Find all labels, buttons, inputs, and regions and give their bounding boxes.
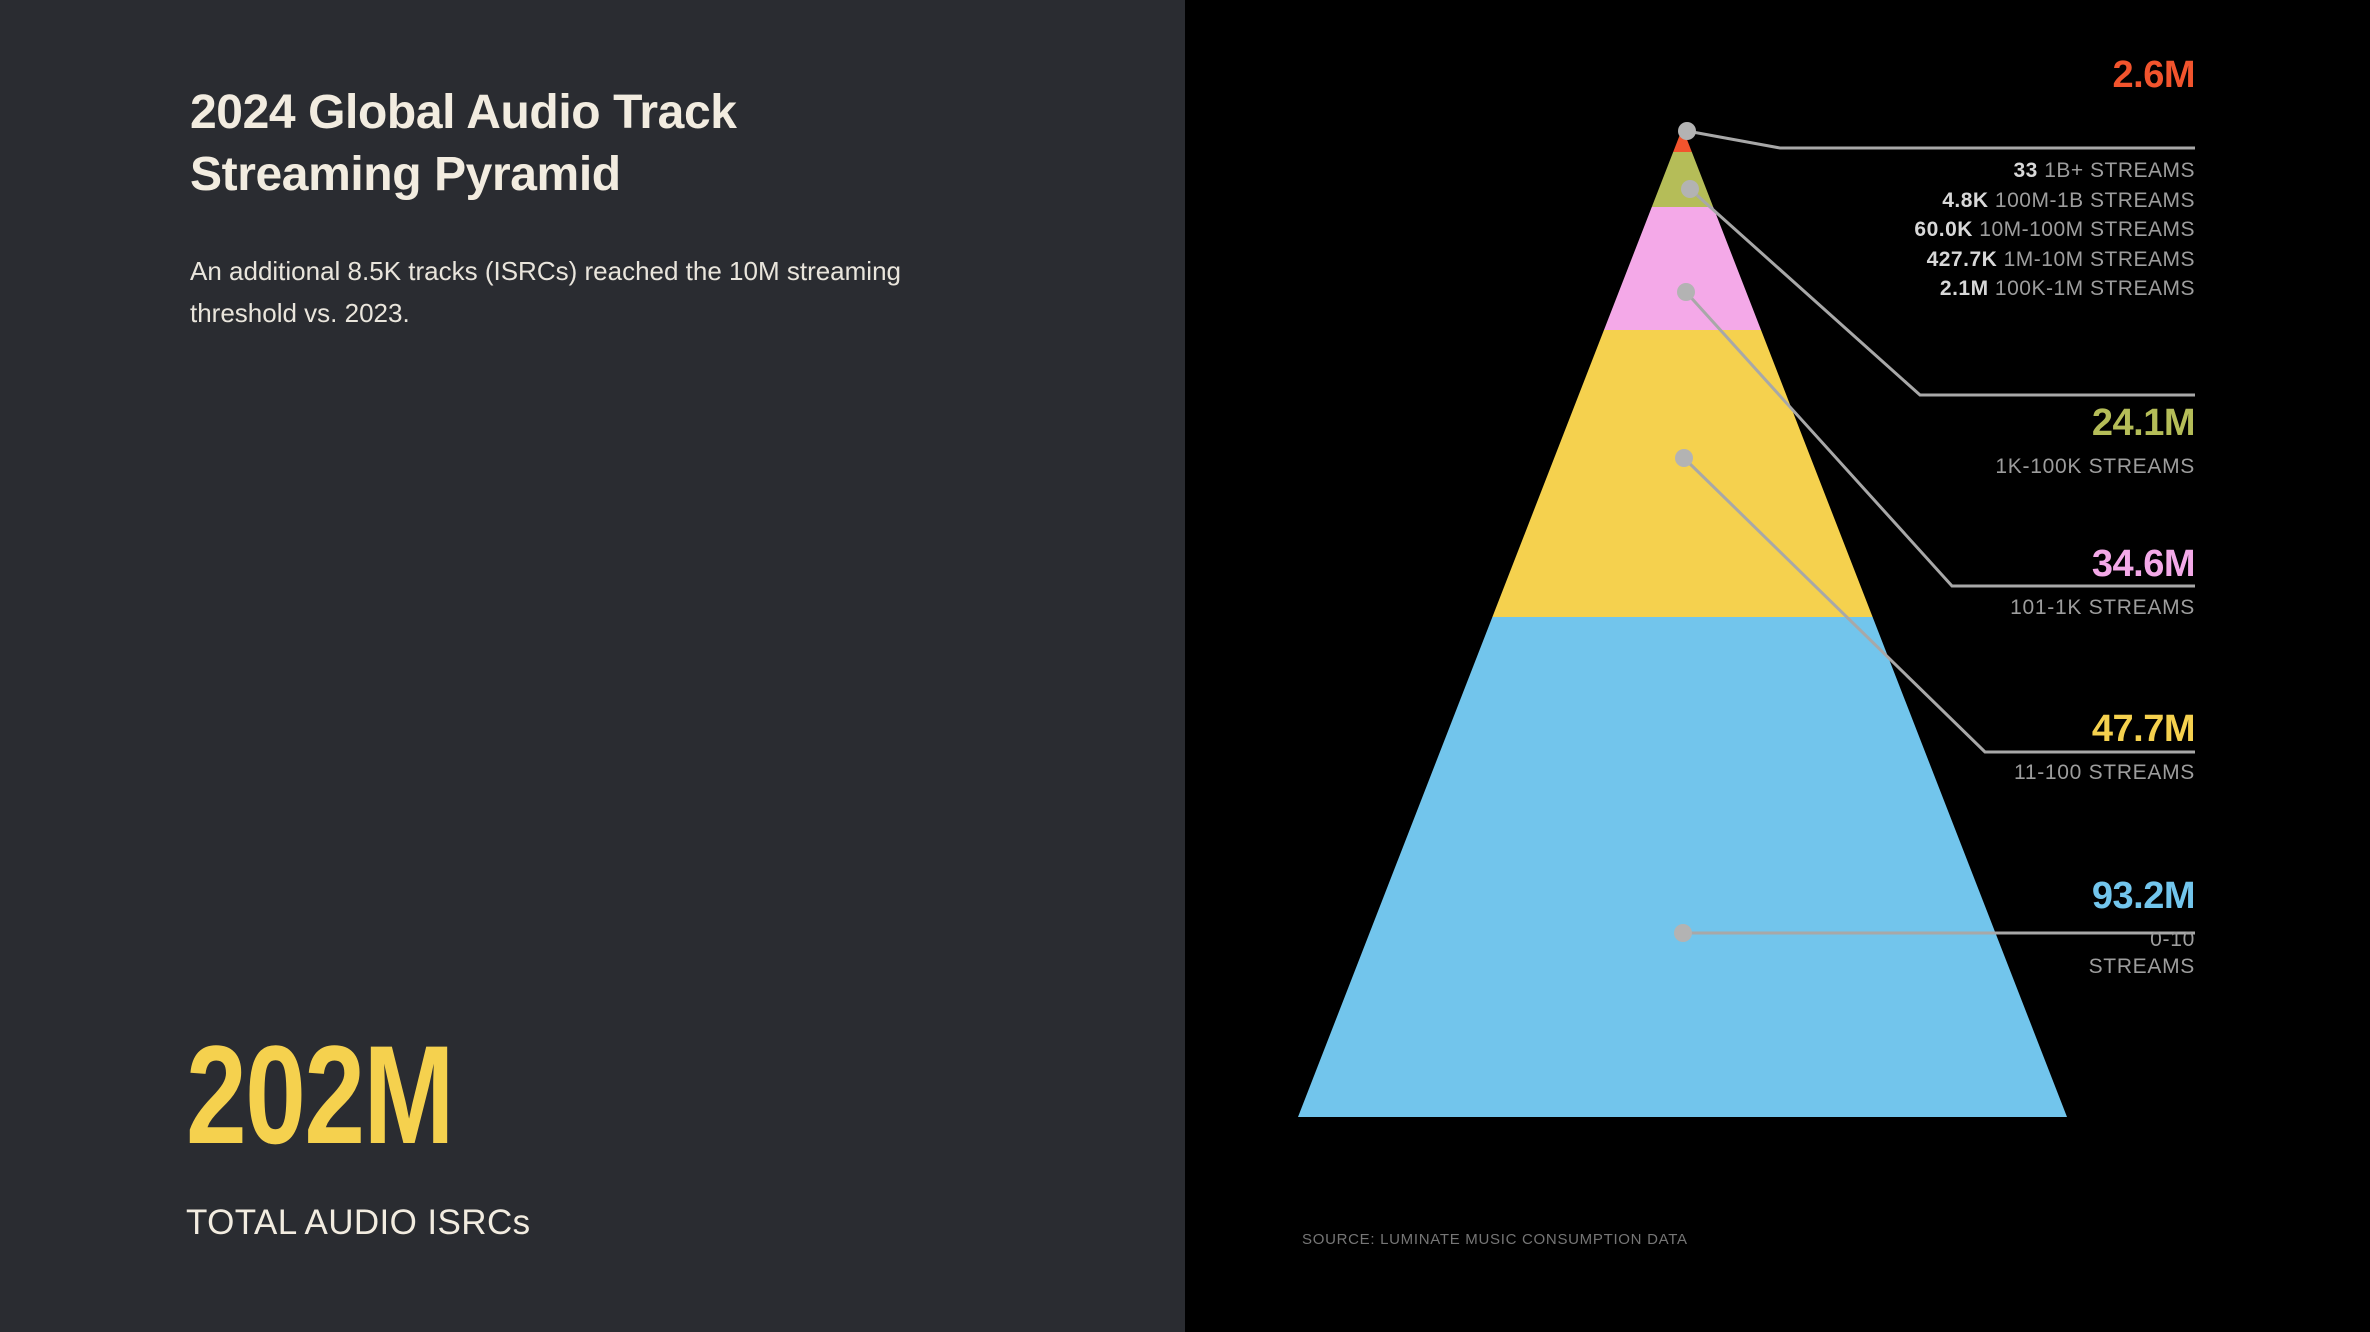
annotation-range: 1K-100K STREAMS — [1995, 455, 2195, 478]
annotation-93-2m: 93.2M 0-10 STREAMS — [1575, 875, 2196, 981]
leader-line — [1686, 129, 2195, 150]
leader-dot — [1677, 283, 1695, 301]
pyramid-bands — [1298, 128, 2067, 1117]
page-title: 2024 Global Audio Track Streaming Pyrami… — [190, 86, 737, 202]
total-stat-value: 202M — [186, 1016, 454, 1173]
breakdown-row: 2.1M 100K-1M STREAMS — [1914, 274, 2195, 304]
source-credit: SOURCE: LUMINATE MUSIC CONSUMPTION DATA — [1302, 1231, 1688, 1248]
annotation-34-6m: 34.6M 101-1K STREAMS — [1575, 545, 2195, 622]
annotation-2-6m: 2.6M — [1575, 54, 2196, 96]
annotation-range: 0-10 STREAMS — [2088, 928, 2195, 978]
annotation-range: 101-1K STREAMS — [2010, 596, 2195, 619]
breakdown-count: 33 — [2013, 159, 2038, 182]
pyramid-band — [1298, 617, 2067, 1117]
leader-line — [1682, 456, 2195, 754]
annotation-24-1m: 24.1M 1K-100K STREAMS — [1575, 404, 2195, 481]
pyramid-band — [1603, 207, 1762, 330]
page-subtitle: An additional 8.5K tracks (ISRCs) reache… — [190, 256, 902, 329]
pyramid-band — [1651, 152, 1714, 207]
breakdown-row: 4.8K 100M-1B STREAMS — [1914, 186, 2195, 216]
breakdown-range: 100M-1B STREAMS — [1988, 188, 2195, 212]
leader-dots — [1674, 122, 1699, 942]
annotation-value: 24.1M — [2091, 402, 2196, 444]
breakdown-count: 4.8K — [1942, 188, 1989, 212]
breakdown-count: 60.0K — [1914, 218, 1973, 242]
pyramid-band — [1673, 128, 1692, 152]
breakdown-row: 60.0K 10M-100M STREAMS — [1914, 215, 2195, 245]
breakdown-count: 427.7K — [1926, 247, 1998, 271]
leader-dot — [1678, 122, 1696, 140]
annotation-value: 93.2M — [2091, 875, 2196, 917]
breakdown-list: 33 1B+ STREAMS 4.8K 100M-1B STREAMS 60.0K … — [1914, 156, 2195, 304]
leader-dot — [1681, 180, 1699, 198]
leader-lines — [1682, 129, 2195, 935]
breakdown-count: 2.1M — [1939, 277, 1989, 301]
annotation-value: 47.7M — [2091, 708, 2196, 750]
total-stat-label: TOTAL AUDIO ISRCs — [186, 1203, 531, 1242]
leader-dot — [1675, 449, 1693, 467]
breakdown-range: 1B+ STREAMS — [2037, 159, 2195, 182]
annotation-value: 34.6M — [2091, 543, 2196, 585]
leader-line — [1684, 290, 2195, 588]
pyramid-band — [1492, 330, 1873, 617]
breakdown-range: 10M-100M STREAMS — [1972, 218, 2195, 242]
leader-line — [1688, 187, 2195, 397]
annotation-range: 11-100 STREAMS — [2014, 761, 2195, 784]
annotation-47-7m: 47.7M 11-100 STREAMS — [1575, 710, 2195, 787]
left-panel: 2024 Global Audio Track Streaming Pyrami… — [0, 0, 1185, 1332]
breakdown-row: 427.7K 1M-10M STREAMS — [1914, 245, 2195, 275]
breakdown-range: 1M-10M STREAMS — [1997, 247, 2195, 271]
leader-dot — [1674, 924, 1692, 942]
annotation-value: 2.6M — [2112, 54, 2196, 96]
breakdown-row: 33 1B+ STREAMS — [1914, 156, 2195, 186]
breakdown-range: 100K-1M STREAMS — [1988, 277, 2195, 301]
